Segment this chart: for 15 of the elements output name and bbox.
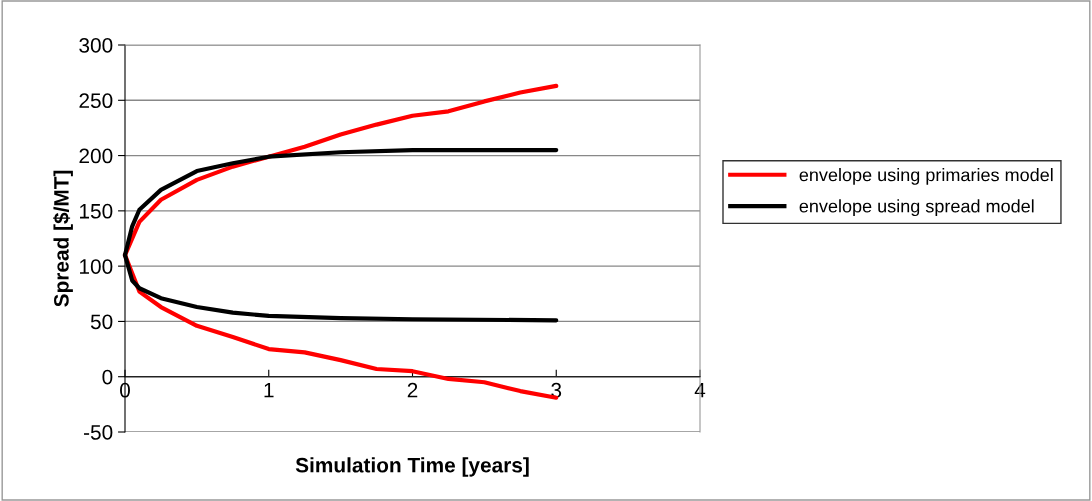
y-axis-title: Spread [$/MT] (53, 170, 73, 307)
y-tick-label: 250 (79, 93, 113, 109)
x-axis-title: Simulation Time [years] (295, 457, 529, 477)
y-tick-label: 0 (102, 369, 113, 385)
y-tick-label: 200 (79, 148, 113, 164)
x-tick-label: 1 (264, 383, 274, 398)
x-tick-label: 4 (694, 383, 706, 398)
y-tick-label: 50 (90, 314, 113, 330)
legend-label: envelope using primaries model (799, 168, 1053, 185)
x-tick-label: 2 (407, 382, 418, 398)
y-tick-label: -50 (84, 425, 113, 440)
y-tick-label: 100 (80, 259, 113, 274)
y-tick-label: 150 (80, 203, 113, 219)
legend-label: envelope using spread model (799, 199, 1034, 217)
y-tick-label: 300 (79, 38, 113, 53)
